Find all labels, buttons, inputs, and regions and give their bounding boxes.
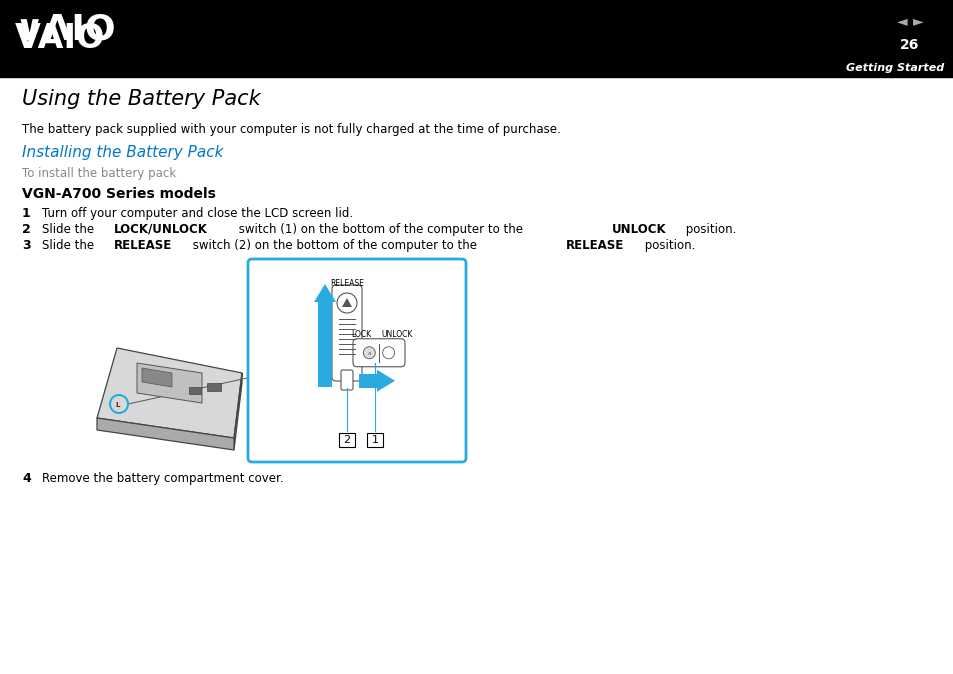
Text: switch (1) on the bottom of the computer to the: switch (1) on the bottom of the computer…: [235, 223, 526, 236]
Polygon shape: [233, 373, 242, 450]
Text: Using the Battery Pack: Using the Battery Pack: [22, 89, 260, 109]
Text: 2: 2: [343, 435, 350, 445]
FancyBboxPatch shape: [353, 339, 405, 367]
Text: Getting Started: Getting Started: [845, 63, 943, 73]
Text: Turn off your computer and close the LCD screen lid.: Turn off your computer and close the LCD…: [42, 207, 353, 220]
Bar: [189, 387, 201, 394]
Circle shape: [363, 346, 375, 359]
Text: UNLOCK: UNLOCK: [381, 330, 413, 339]
Text: ►: ►: [912, 15, 923, 28]
Bar: [367, 433, 382, 447]
Polygon shape: [314, 284, 335, 302]
Text: UNLOCK: UNLOCK: [611, 223, 665, 236]
Text: Slide the: Slide the: [42, 239, 98, 252]
Text: 26: 26: [900, 38, 919, 52]
Text: RELEASE: RELEASE: [330, 279, 363, 288]
Polygon shape: [97, 418, 233, 450]
Text: 4: 4: [22, 472, 30, 485]
Circle shape: [336, 293, 356, 313]
FancyBboxPatch shape: [248, 259, 465, 462]
Text: 1: 1: [371, 435, 378, 445]
Bar: [0, 0, 953, 77]
Text: LOCK/UNLOCK: LOCK/UNLOCK: [114, 223, 208, 236]
Text: 3: 3: [22, 239, 30, 252]
Polygon shape: [142, 368, 172, 387]
Bar: [358, 374, 378, 388]
Text: LOCK: LOCK: [351, 330, 371, 339]
Text: position.: position.: [681, 223, 736, 236]
Bar: [317, 300, 332, 387]
Polygon shape: [341, 298, 352, 307]
Text: Installing the Battery Pack: Installing the Battery Pack: [22, 145, 223, 160]
Text: The battery pack supplied with your computer is not fully charged at the time of: The battery pack supplied with your comp…: [22, 123, 560, 136]
FancyBboxPatch shape: [332, 285, 361, 381]
FancyBboxPatch shape: [340, 370, 353, 390]
Text: L: L: [115, 402, 120, 408]
Text: ◄: ◄: [896, 15, 906, 28]
Text: 1: 1: [22, 207, 30, 220]
Text: 2: 2: [22, 223, 30, 236]
Bar: [338, 433, 355, 447]
Polygon shape: [137, 363, 202, 403]
Text: Remove the battery compartment cover.: Remove the battery compartment cover.: [42, 472, 283, 485]
Polygon shape: [97, 348, 242, 438]
Text: switch (2) on the bottom of the computer to the: switch (2) on the bottom of the computer…: [189, 239, 480, 252]
Polygon shape: [376, 370, 395, 392]
Text: VGN-A700 Series models: VGN-A700 Series models: [22, 187, 215, 201]
Text: RELEASE: RELEASE: [114, 239, 172, 252]
Text: Slide the: Slide the: [42, 223, 98, 236]
Text: ∨ΛΙO: ∨ΛΙO: [15, 12, 116, 46]
Text: To install the battery pack: To install the battery pack: [22, 167, 176, 180]
Text: a: a: [367, 351, 371, 357]
Circle shape: [382, 346, 395, 359]
Bar: [207, 383, 221, 391]
Text: position.: position.: [640, 239, 695, 252]
Text: RELEASE: RELEASE: [565, 239, 623, 252]
Text: VAIO: VAIO: [15, 22, 105, 55]
